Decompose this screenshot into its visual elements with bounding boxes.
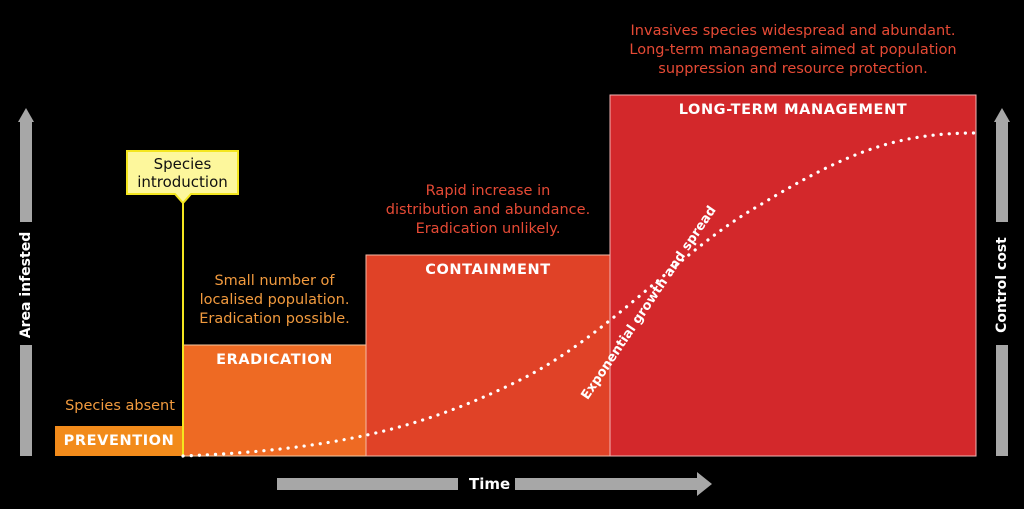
stage-title-long-term-management: LONG-TERM MANAGEMENT — [678, 102, 908, 118]
species-introduction-callout: Species introduction — [127, 155, 238, 191]
eradication-block — [182, 344, 367, 457]
right-axis-label: Control cost — [994, 237, 1010, 333]
note-eradication-line-1: Small number of — [214, 273, 335, 289]
note-eradication-line-3: Eradication possible. — [199, 311, 350, 328]
stage-title-prevention: PREVENTION — [63, 433, 175, 449]
note-containment-line-1: Rapid increase in — [425, 183, 551, 199]
right-axis-arrow — [994, 108, 1010, 456]
prevention-block — [55, 426, 183, 456]
note-long-term-line-2: Long-term management aimed at population — [629, 42, 957, 59]
note-eradication-line-2: localised population. — [199, 292, 350, 309]
note-eradication: Small number of localised population. Er… — [183, 272, 366, 329]
note-prevention-line-1: Species absent — [65, 398, 175, 414]
left-axis-arrow — [18, 108, 34, 456]
note-containment: Rapid increase in distribution and abund… — [361, 182, 615, 239]
note-long-term-management: Invasives species widespread and abundan… — [600, 22, 986, 79]
note-long-term-line-3: suppression and resource protection. — [658, 61, 928, 78]
note-containment-line-2: distribution and abundance. — [385, 202, 591, 219]
stage-title-containment: CONTAINMENT — [425, 262, 551, 278]
callout-line-1: Species — [153, 155, 212, 173]
long-term-management-block — [609, 94, 977, 457]
stage-title-eradication: ERADICATION — [216, 352, 333, 368]
left-axis-label: Area infested — [18, 231, 34, 339]
growth-curve — [181, 131, 978, 458]
note-containment-line-3: Eradication unlikely. — [415, 221, 561, 238]
note-long-term-line-1: Invasives species widespread and abundan… — [630, 23, 956, 39]
time-axis-arrow — [277, 472, 712, 496]
containment-block — [365, 254, 611, 457]
note-prevention: Species absent — [50, 397, 190, 416]
time-axis-label: Time — [469, 475, 511, 493]
callout-flag-icon — [126, 150, 239, 205]
callout-line-2: introduction — [137, 173, 228, 191]
